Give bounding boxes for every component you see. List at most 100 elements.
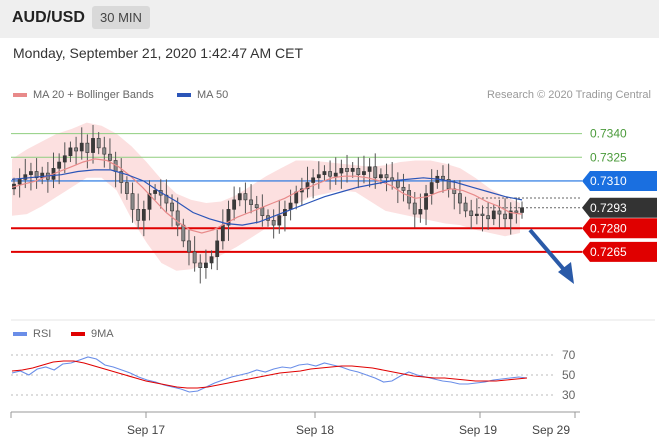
rsi-tick-label: 30 <box>562 388 576 402</box>
candle-body <box>316 174 321 179</box>
ma20-label: MA 20 + Bollinger Bands <box>33 89 154 101</box>
candle-body <box>480 213 485 216</box>
candle-body <box>260 207 265 216</box>
x-tick-label: Sep 19 <box>459 423 497 437</box>
legend-rsi-ma: 9MA <box>71 328 114 340</box>
level-label-2: 0.7310 <box>590 174 627 188</box>
x-tick-label: Sep 17 <box>127 423 165 437</box>
rsi-ma-label: 9MA <box>91 328 114 340</box>
candle-body <box>424 193 428 210</box>
candle-body <box>136 209 141 221</box>
candle-body <box>187 240 191 253</box>
timeframe-badge[interactable]: 30 MIN <box>92 6 150 29</box>
candle-body <box>350 168 355 172</box>
candle-body <box>175 210 180 226</box>
candle-body <box>226 209 231 226</box>
legend-ma20: MA 20 + Bollinger Bands <box>13 89 154 101</box>
candle-body <box>34 171 39 179</box>
candle-body <box>294 191 299 204</box>
candle-body <box>232 199 237 210</box>
candle-body <box>79 142 84 152</box>
candle-body <box>96 138 101 149</box>
candle-body <box>305 182 310 190</box>
rsi-ma-line <box>11 360 528 389</box>
candle-body <box>491 210 496 220</box>
rsi-swatch <box>13 332 27 337</box>
candle-body <box>469 210 474 216</box>
ma50-swatch <box>177 93 191 98</box>
ma20-swatch <box>13 93 27 98</box>
level-tag-2 <box>582 170 657 191</box>
candle-body <box>181 224 186 242</box>
ma50-line <box>11 169 523 226</box>
candle-body <box>85 142 90 153</box>
candle-body <box>514 210 519 213</box>
x-tick-label: Sep 18 <box>296 423 334 437</box>
candle-body <box>356 168 361 175</box>
candle-body <box>328 171 332 177</box>
candle-body <box>141 209 146 221</box>
rsi-label: RSI <box>33 328 52 340</box>
rsi-tick-label: 50 <box>562 368 576 382</box>
forecast-arrowhead <box>558 262 574 284</box>
candle-body <box>29 171 33 175</box>
candle-body <box>508 210 513 220</box>
level-label-1: 0.7325 <box>590 150 627 164</box>
candle-body <box>395 180 400 188</box>
candle-body <box>322 171 327 175</box>
candle-body <box>412 202 417 215</box>
candle-body <box>91 138 95 153</box>
chart-date: Monday, September 21, 2020 1:42:47 AM CE… <box>13 45 304 61</box>
candle-body <box>254 204 259 209</box>
candle-body <box>288 202 293 210</box>
level-label-0: 0.7340 <box>590 127 627 141</box>
candle-body <box>339 168 344 174</box>
candle-body <box>198 262 203 268</box>
rsi-tick-label: 70 <box>562 348 576 362</box>
candle-body <box>124 182 129 194</box>
level-label-3: 0.7293 <box>590 201 627 215</box>
legend-ma50: MA 50 <box>177 89 228 101</box>
chart-header: AUD/USD 30 MIN <box>0 0 659 38</box>
candle-body <box>153 190 158 194</box>
level-label-5: 0.7265 <box>590 245 627 259</box>
rsi-ma-swatch <box>71 332 85 337</box>
candle-body <box>277 215 282 226</box>
forecast-arrow <box>528 228 568 274</box>
candle-body <box>23 174 28 180</box>
ma50-label: MA 50 <box>197 89 229 101</box>
ma20-line <box>11 158 523 234</box>
candle-body <box>192 251 197 264</box>
level-tag-5 <box>582 241 657 262</box>
candle-body <box>102 147 107 155</box>
candle-body <box>130 193 135 210</box>
candle-body <box>62 155 67 163</box>
candle-body <box>57 161 62 169</box>
candle-body <box>147 193 152 210</box>
candle-body <box>243 193 248 201</box>
legend-rsi: RSI <box>13 328 51 340</box>
candle-body <box>333 172 338 177</box>
candle-body <box>474 213 479 216</box>
candle-body <box>520 207 524 213</box>
candle-body <box>418 209 423 215</box>
candle-body <box>384 174 389 179</box>
candle-body <box>271 220 276 226</box>
symbol-label: AUD/USD <box>12 9 85 26</box>
candle-body <box>215 240 220 257</box>
credit-text: Research © 2020 Trading Central <box>486 89 651 101</box>
candle-body <box>378 174 383 179</box>
candle-body <box>367 166 372 172</box>
candle-body <box>401 186 406 191</box>
candle-body <box>503 213 507 220</box>
candle-body <box>68 147 73 157</box>
candle-body <box>204 262 208 268</box>
candle-body <box>220 224 225 242</box>
candle-body <box>170 202 174 212</box>
candle-body <box>497 210 502 215</box>
candle-body <box>441 175 445 180</box>
candle-body <box>17 179 22 185</box>
candle-body <box>119 171 124 183</box>
candle-body <box>373 166 378 179</box>
